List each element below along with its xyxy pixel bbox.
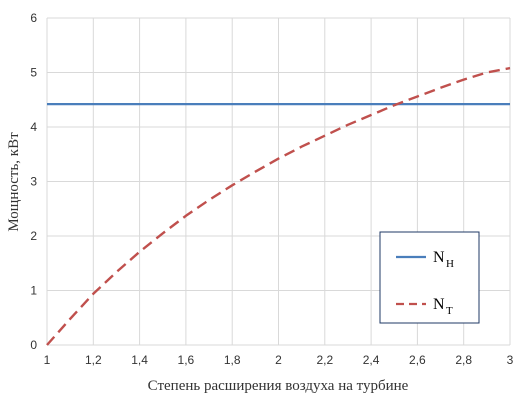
legend-label-1: N [433,249,445,266]
x-tick-label: 2,8 [455,353,472,367]
y-tick-label: 3 [30,175,37,189]
y-tick-label: 5 [30,66,37,80]
x-tick-label: 2,4 [363,353,380,367]
y-tick-label: 1 [30,284,37,298]
legend-label-2: N [433,296,445,313]
series-line-2 [46,66,511,346]
x-tick-label: 3 [507,353,514,367]
y-tick-label: 0 [30,338,37,352]
y-tick-label: 4 [30,120,37,134]
x-tick-label: 1,8 [224,353,241,367]
x-tick-label: 2,2 [316,353,333,367]
x-tick-label: 1,4 [131,353,148,367]
y-axis-title: Мощность, кВт [6,132,22,232]
legend-label-subscript-1: Н [446,258,454,270]
x-tick-label: 2,6 [409,353,426,367]
legend-box [379,231,480,324]
x-tick-label: 2 [275,353,282,367]
legend-label-subscript-2: Т [446,305,453,317]
x-tick-label: 1 [44,353,51,367]
y-tick-label: 6 [30,11,37,25]
y-tick-label: 2 [30,229,37,243]
x-axis-title: Степень расширения воздуха на турбине [148,378,409,394]
legend: N НN Т [379,231,480,324]
x-tick-label: 1,6 [178,353,195,367]
x-tick-label: 1,2 [85,353,102,367]
series-layer [46,66,511,346]
